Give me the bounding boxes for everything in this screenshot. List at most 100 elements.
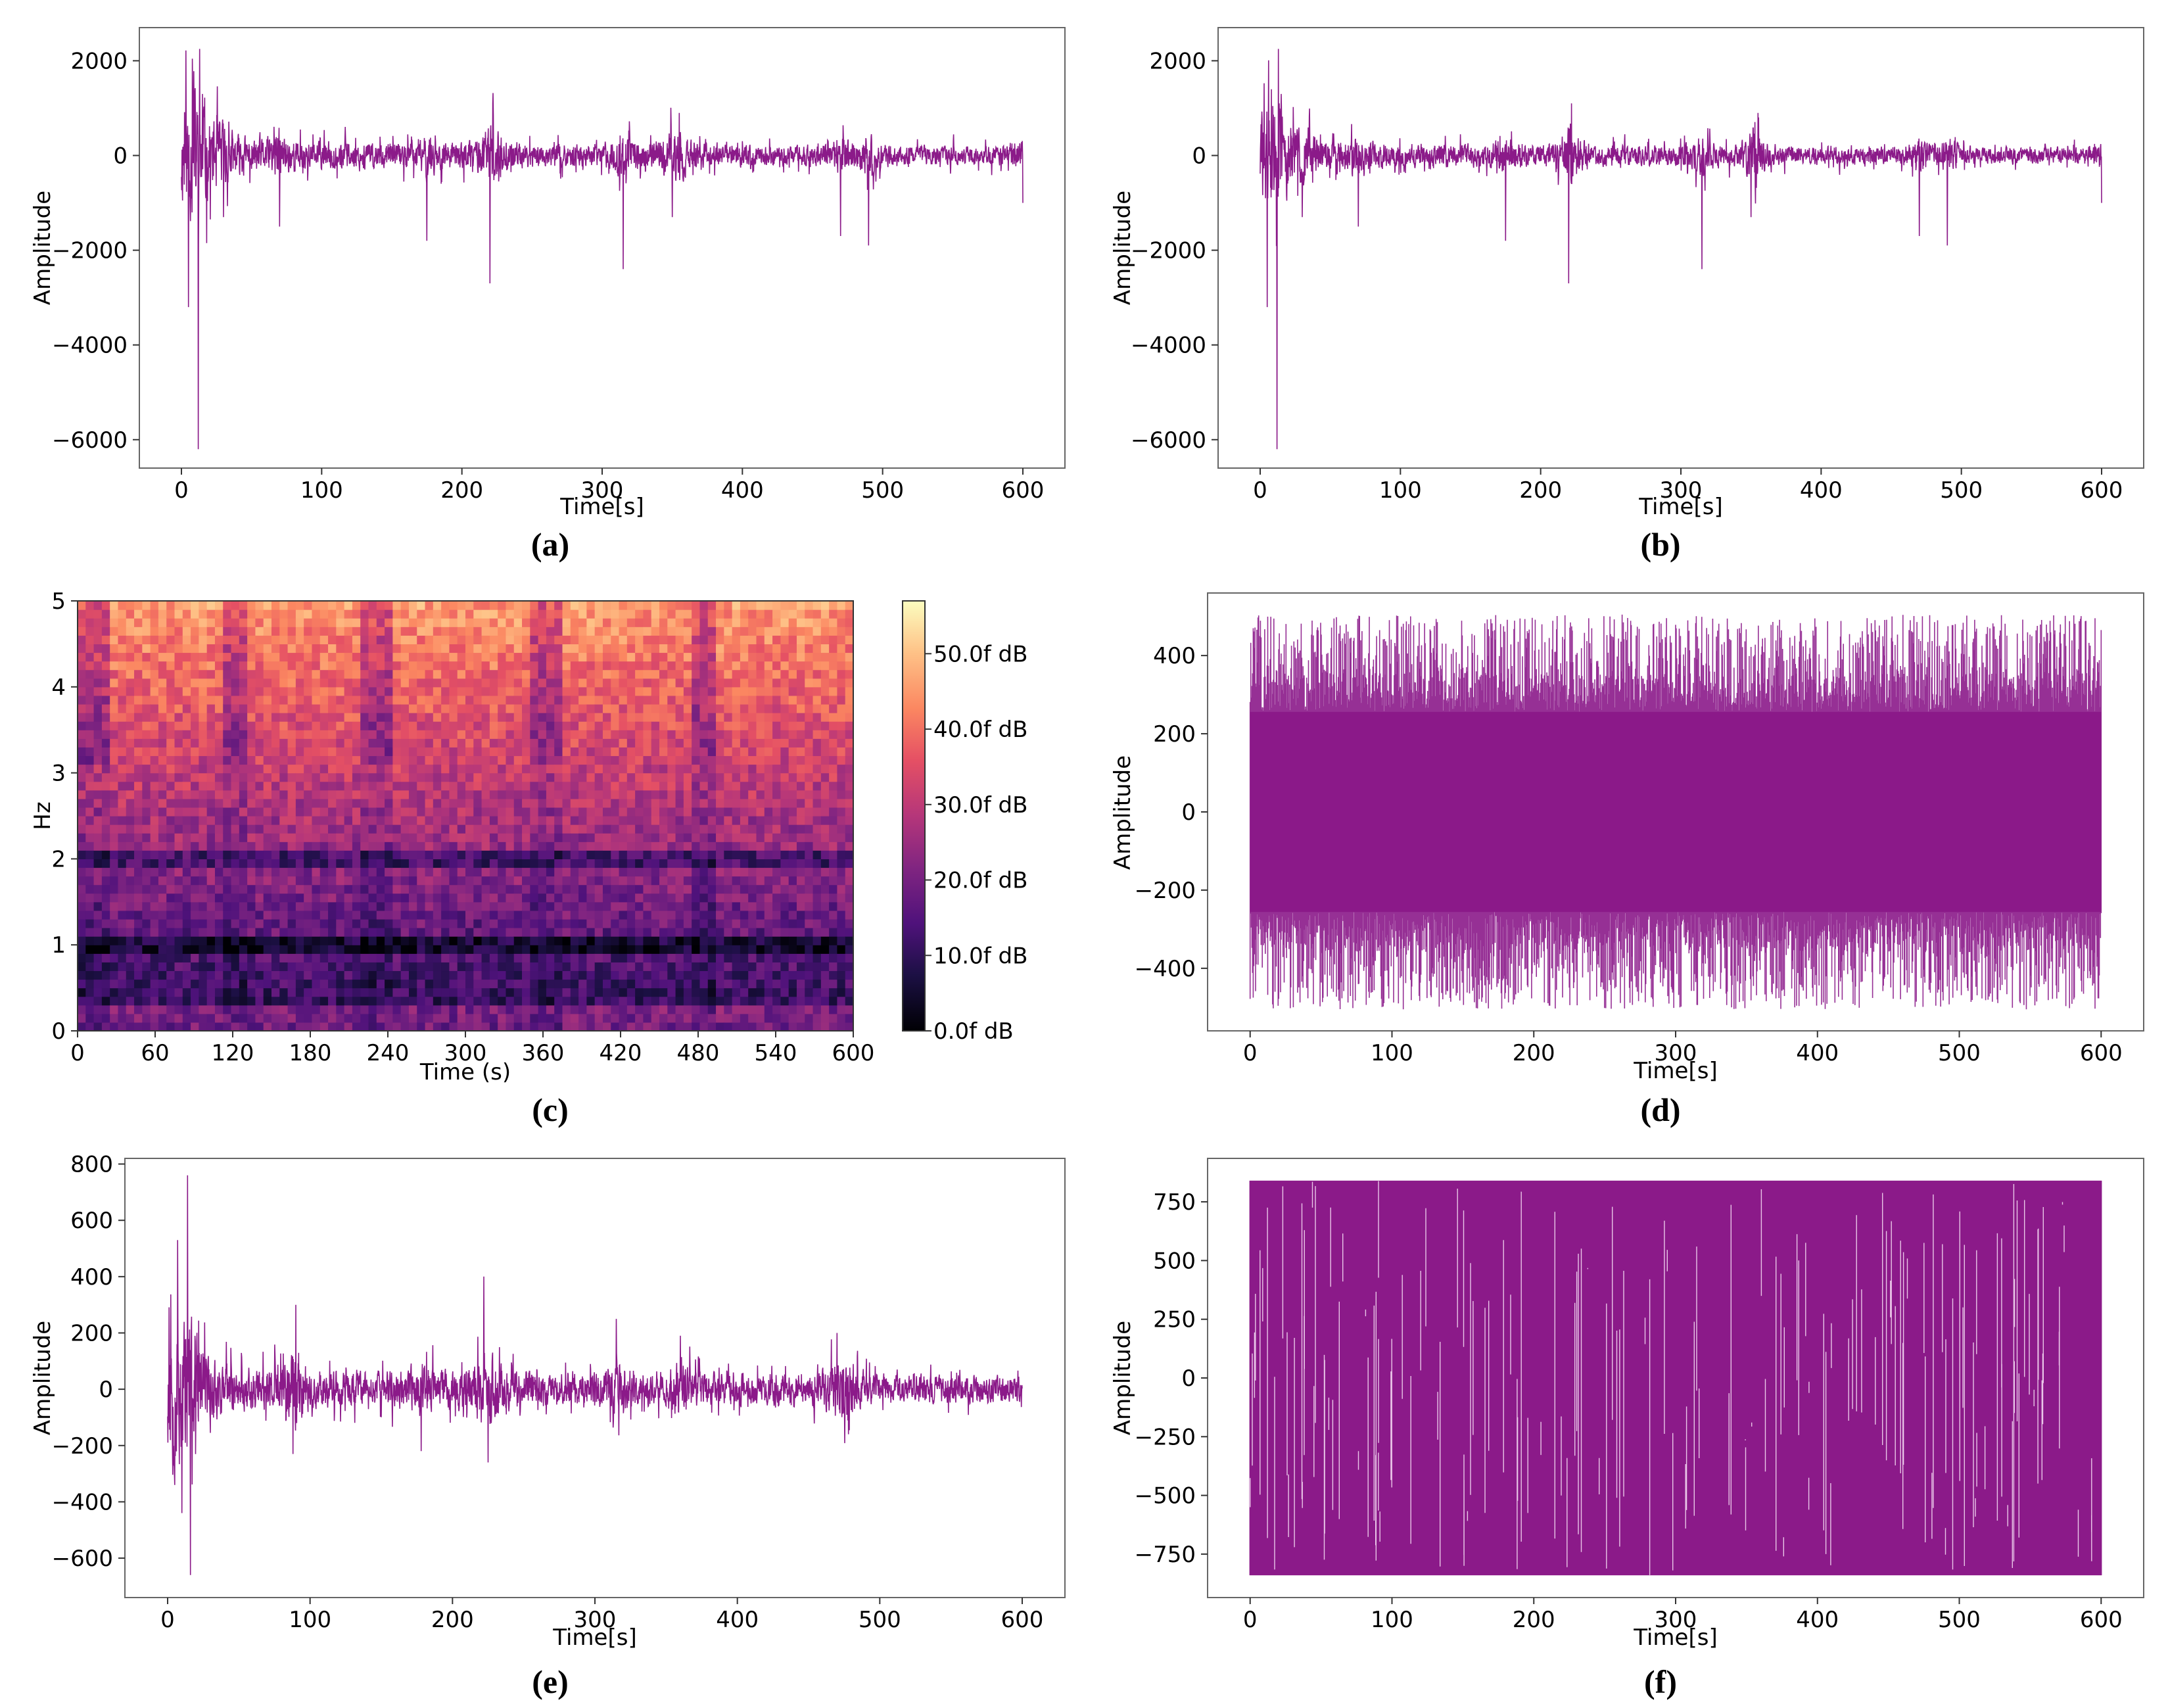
heat-cell <box>328 876 337 886</box>
heat-cell <box>602 601 611 610</box>
heat-cell <box>530 945 539 954</box>
heat-cell <box>118 790 127 799</box>
heat-cell <box>602 686 611 696</box>
heat-cell <box>837 824 846 834</box>
panel-a-xlabel: Time[s] <box>559 494 644 520</box>
heat-cell <box>465 945 474 954</box>
heat-cell <box>651 945 660 954</box>
heat-cell <box>845 936 854 945</box>
heat-cell <box>425 979 434 989</box>
heat-cell <box>683 859 692 868</box>
heat-cell <box>675 928 684 937</box>
heat-cell <box>820 1005 830 1014</box>
heat-cell <box>683 798 692 808</box>
heat-cell <box>360 962 369 972</box>
heat-cell <box>707 695 717 705</box>
heat-cell <box>602 987 611 997</box>
heat-cell <box>546 1013 555 1023</box>
heat-cell <box>93 859 103 868</box>
heat-cell <box>150 790 159 799</box>
heat-cell <box>740 962 749 972</box>
heat-cell <box>626 1022 636 1032</box>
heat-cell <box>199 893 208 903</box>
x-tick-label: 600 <box>2081 477 2123 504</box>
heat-cell <box>304 833 313 842</box>
heat-cell <box>182 884 191 894</box>
heat-cell <box>174 798 183 808</box>
heat-cell <box>408 867 417 877</box>
heat-cell <box>319 772 329 782</box>
heat-cell <box>287 764 296 774</box>
heat-cell <box>651 987 660 997</box>
heat-cell <box>287 979 296 989</box>
heat-cell <box>408 910 417 920</box>
heat-cell <box>820 747 830 757</box>
heat-cell <box>101 1005 110 1014</box>
heat-cell <box>788 669 797 679</box>
heat-cell <box>376 798 385 808</box>
heat-cell <box>304 609 313 619</box>
heat-cell <box>570 747 579 757</box>
heat-cell <box>522 703 530 713</box>
heat-cell <box>417 918 426 928</box>
heat-cell <box>562 790 571 799</box>
heat-cell <box>513 901 523 911</box>
heat-cell <box>513 816 523 825</box>
heat-cell <box>126 644 135 653</box>
heat-cell <box>166 996 176 1006</box>
heat-cell <box>134 686 143 696</box>
heat-cell <box>214 703 224 713</box>
heat-cell <box>724 721 733 730</box>
heat-cell <box>441 1022 450 1032</box>
heat-cell <box>85 1013 95 1023</box>
heat-cell <box>837 876 846 886</box>
heat-cell <box>441 962 450 972</box>
heat-cell <box>433 970 442 980</box>
heat-cell <box>304 979 313 989</box>
heat-cell <box>255 609 264 619</box>
heat-cell <box>748 703 757 713</box>
heat-cell <box>675 876 684 886</box>
heat-cell <box>619 928 628 937</box>
heat-cell <box>85 816 95 825</box>
heat-cell <box>344 936 353 945</box>
heat-cell <box>271 635 280 644</box>
heat-cell <box>602 936 611 945</box>
heat-cell <box>578 627 587 636</box>
heat-cell <box>635 884 644 894</box>
heat-cell <box>142 884 151 894</box>
heat-cell <box>328 928 337 937</box>
heat-cell <box>626 884 636 894</box>
heat-cell <box>449 816 458 825</box>
heat-cell <box>425 945 434 954</box>
heat-cell <box>279 798 289 808</box>
heat-cell <box>489 979 498 989</box>
heat-cell <box>805 695 814 705</box>
heat-cell <box>400 884 410 894</box>
heat-cell <box>692 747 701 757</box>
heat-cell <box>360 970 369 980</box>
heat-cell <box>602 644 611 653</box>
heat-cell <box>473 781 483 791</box>
heat-cell <box>352 678 361 688</box>
heat-cell <box>643 918 652 928</box>
heat-cell <box>368 686 377 696</box>
heat-cell <box>182 962 191 972</box>
heat-cell <box>805 652 814 662</box>
heat-cell <box>223 901 232 911</box>
heat-cell <box>740 1013 749 1023</box>
heat-cell <box>360 1013 369 1023</box>
heat-cell <box>845 850 854 859</box>
heat-cell <box>619 652 628 662</box>
heat-cell <box>837 721 846 730</box>
heat-cell <box>473 850 483 859</box>
heat-cell <box>675 635 684 644</box>
heat-cell <box>199 876 208 886</box>
heat-cell <box>692 859 701 868</box>
heat-cell <box>174 695 183 705</box>
heat-cell <box>659 790 668 799</box>
heat-cell <box>772 764 781 774</box>
heat-cell <box>319 738 329 747</box>
heat-cell <box>239 833 248 842</box>
heat-cell <box>845 790 854 799</box>
